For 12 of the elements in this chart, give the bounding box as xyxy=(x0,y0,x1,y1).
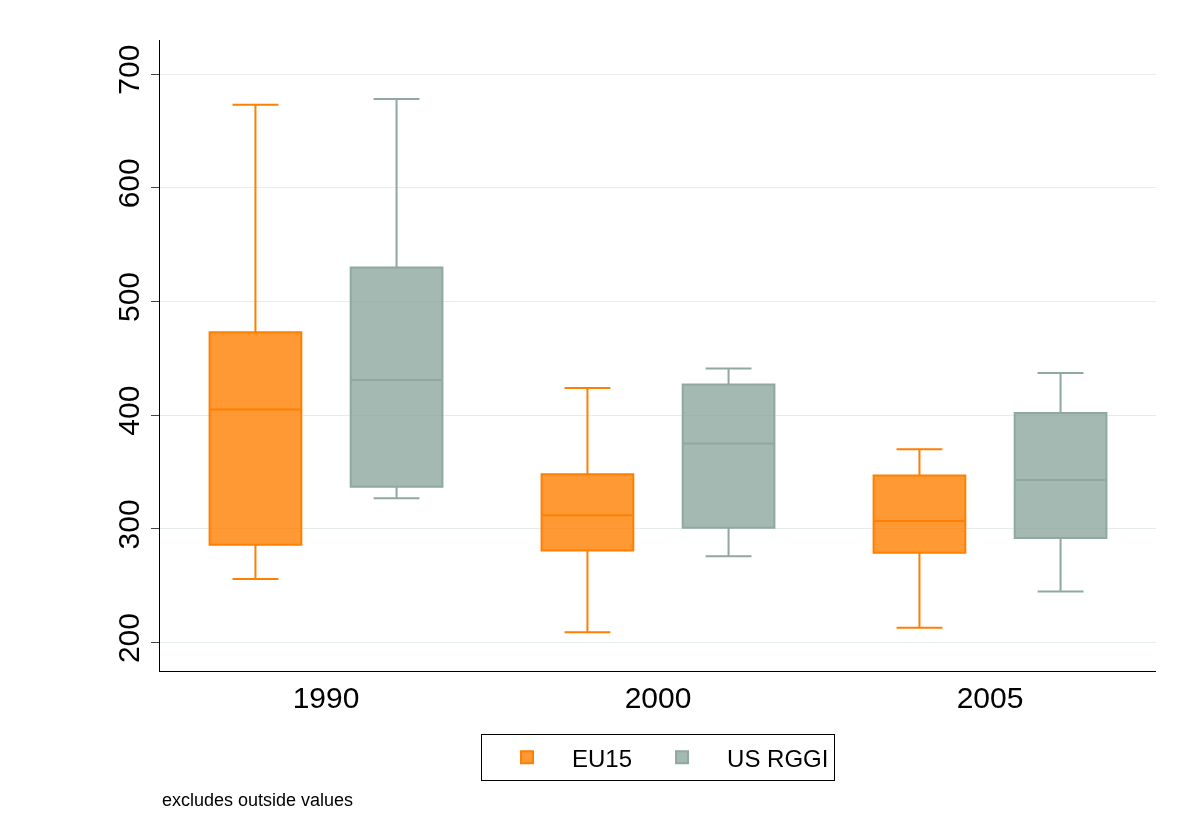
y-tick-label: 700 xyxy=(112,44,145,95)
y-tick-label: 600 xyxy=(112,158,145,209)
y-tick-label: 200 xyxy=(112,613,145,664)
y-tick-label: 500 xyxy=(112,271,145,323)
y-tick-label: 300 xyxy=(112,499,145,550)
legend-label: EU15 xyxy=(572,744,633,772)
y-tick-label: 400 xyxy=(112,385,145,436)
legend-label: US RGGI xyxy=(727,744,829,772)
text: excludes outside values xyxy=(162,790,354,810)
x-tick-label: 1990 xyxy=(292,681,360,714)
x-tick-label: 2000 xyxy=(624,681,692,714)
x-tick-label: 2005 xyxy=(956,681,1024,714)
